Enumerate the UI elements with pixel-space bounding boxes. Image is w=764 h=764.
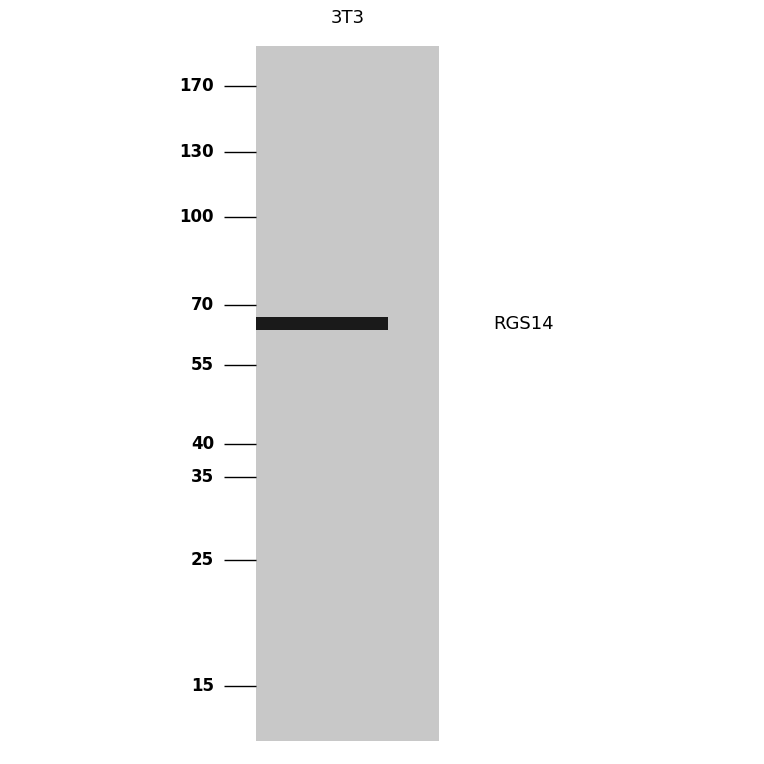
Bar xyxy=(256,317,388,331)
Text: 40: 40 xyxy=(191,435,214,452)
Text: 35: 35 xyxy=(191,468,214,486)
Text: 170: 170 xyxy=(180,77,214,95)
Text: 130: 130 xyxy=(180,144,214,161)
Bar xyxy=(256,46,439,741)
Text: 3T3: 3T3 xyxy=(331,8,364,27)
Text: 25: 25 xyxy=(191,551,214,568)
Text: RGS14: RGS14 xyxy=(493,315,553,332)
Text: 70: 70 xyxy=(191,296,214,314)
Text: 15: 15 xyxy=(191,677,214,695)
Text: 100: 100 xyxy=(180,208,214,226)
Text: 55: 55 xyxy=(191,356,214,374)
